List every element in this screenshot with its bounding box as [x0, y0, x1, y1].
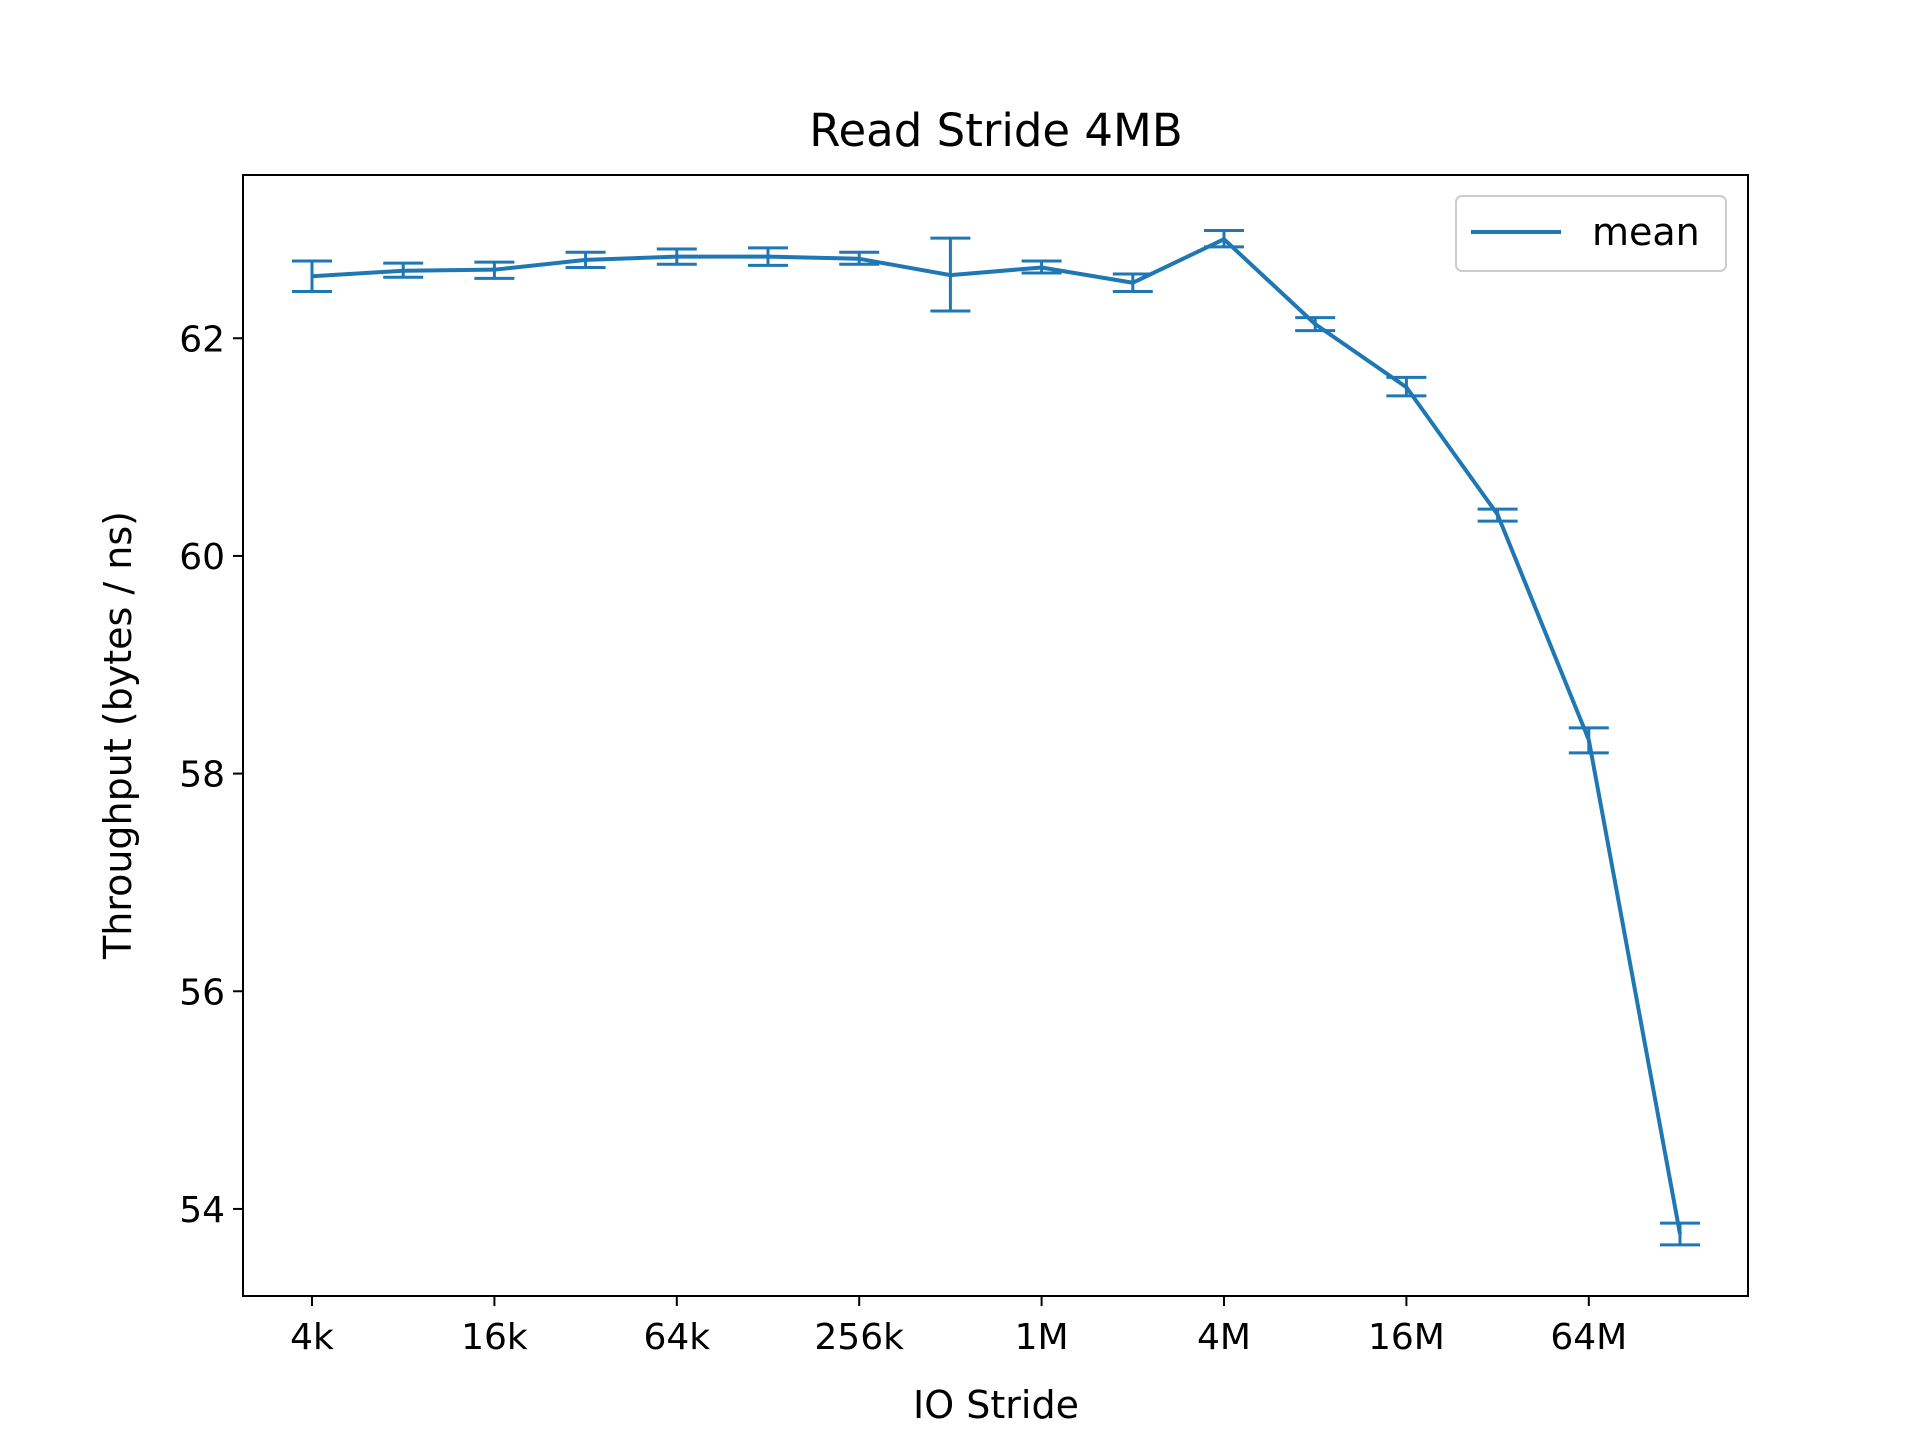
error-bar	[1568, 726, 1609, 755]
error-bar	[292, 259, 332, 293]
x-tick-label: 4M	[1197, 1317, 1251, 1358]
plot-area	[292, 229, 1700, 1247]
error-bar	[656, 247, 697, 266]
x-tick-label: 4k	[290, 1317, 334, 1358]
legend: mean	[1455, 195, 1727, 272]
error-bar	[1204, 229, 1244, 249]
chart-title: Read Stride 4MB	[809, 104, 1182, 157]
error-bar	[1386, 375, 1427, 398]
error-bar	[1660, 1221, 1700, 1247]
error-bar	[1295, 316, 1336, 333]
error-bar	[839, 250, 880, 266]
y-tick-label: 54	[179, 1190, 225, 1231]
x-tick-label: 64M	[1550, 1317, 1627, 1358]
y-tick-label: 60	[179, 537, 225, 578]
x-axis-label: IO Stride	[913, 1383, 1079, 1427]
x-tick-label: 16k	[461, 1317, 528, 1358]
error-bar	[1112, 272, 1153, 293]
x-tick-label: 1M	[1015, 1317, 1069, 1358]
x-tick-label: 256k	[814, 1317, 904, 1358]
error-bar	[565, 250, 606, 270]
plot-frame	[242, 174, 1749, 1297]
series-line-mean	[311, 237, 1682, 1235]
y-tick-label: 58	[179, 755, 225, 796]
y-tick-label: 56	[179, 972, 225, 1013]
error-bar	[930, 236, 971, 313]
y-axis-label: Throughput (bytes / ns)	[96, 511, 140, 960]
y-tick-label: 62	[179, 319, 225, 360]
error-bar	[748, 246, 788, 267]
x-tick-label: 16M	[1368, 1317, 1445, 1358]
y-axis: 54 56 58 60 62	[179, 319, 243, 1231]
legend-label-mean: mean	[1592, 210, 1700, 254]
error-bar	[474, 260, 515, 280]
x-tick-label: 64k	[643, 1317, 710, 1358]
error-bar	[383, 261, 424, 279]
error-bar	[1477, 507, 1518, 523]
x-axis: 4k 16k 64k 256k 1M 4M 16M 64M	[290, 1296, 1627, 1358]
legend-box	[1455, 195, 1727, 272]
error-bar	[1021, 259, 1062, 275]
